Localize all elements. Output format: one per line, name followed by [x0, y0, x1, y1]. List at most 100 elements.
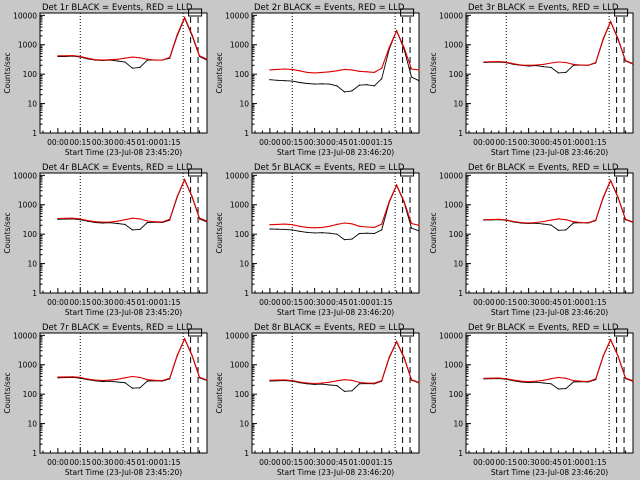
series-lld-point [343, 222, 346, 224]
series-lld-point [154, 379, 156, 381]
y-tick-label: 1 [244, 129, 249, 138]
series-events-point [102, 380, 104, 383]
series-lld-point [388, 46, 390, 49]
y-tick-label: 100 [23, 390, 38, 399]
series-lld-point [396, 184, 398, 186]
series-events-point [358, 84, 360, 86]
series-lld-point [299, 70, 301, 72]
series-events-point [321, 232, 323, 234]
series-lld-point [269, 69, 271, 71]
series-lld-point [542, 220, 545, 223]
x-axis-label: Start Time (23-Jul-08 23:45:20) [65, 308, 182, 317]
series-events-point [131, 67, 134, 69]
x-tick-label: 00:15 [69, 458, 91, 467]
series-lld-point [206, 379, 208, 381]
plot-area [39, 332, 208, 454]
y-tick-label: 10 [27, 420, 37, 429]
x-tick-label: 01:00 [349, 458, 371, 467]
series-events-point [328, 83, 331, 85]
series-lld-point [102, 59, 104, 61]
series-lld-point [580, 221, 582, 224]
series-events-point [109, 380, 111, 382]
series-lld-point [124, 377, 126, 379]
series-lld-point [72, 376, 74, 378]
series-lld-point [381, 67, 383, 69]
series-lld-point [410, 222, 413, 225]
series-events-point [116, 381, 119, 383]
series-lld-point [505, 61, 507, 63]
series-lld-point [381, 223, 383, 225]
series-lld-point [57, 55, 59, 57]
series-events-point [381, 78, 383, 80]
series-lld-point [403, 356, 405, 358]
series-lld-point [373, 71, 375, 73]
plot-area [39, 12, 208, 134]
x-tick-label: 00:00 [47, 458, 69, 467]
y-axis-label: Counts/sec [215, 372, 224, 413]
x-tick-label: 00:30 [304, 138, 326, 147]
x-tick-label: 00:30 [518, 458, 540, 467]
plot-area [465, 332, 634, 454]
series-lld-point [632, 221, 634, 223]
x-tick-label: 01:15 [371, 138, 393, 147]
series-lld-point [328, 71, 331, 73]
x-tick-label: 00:30 [92, 458, 114, 467]
series-lld-point [109, 59, 111, 61]
series-events-point [284, 228, 286, 231]
chart-panel-5: Det 5r BLACK = Events, RED = LLD 1 10 100 10… [215, 163, 420, 317]
y-tick-label: 1000 [444, 201, 463, 210]
series-lld-point [343, 68, 346, 71]
series-lld-point [276, 379, 278, 381]
x-tick-label: 01:15 [585, 138, 607, 147]
series-events-point [336, 85, 338, 87]
x-axis-label: Start Time (23-Jul-08 23:46:20) [277, 148, 394, 157]
series-lld-point [535, 380, 537, 382]
series-lld-point [64, 376, 66, 378]
series-lld-point [198, 217, 201, 219]
series-lld-point [57, 376, 59, 378]
series-lld-point [557, 61, 560, 63]
series-lld-point [154, 59, 156, 61]
series-lld-point [617, 355, 619, 357]
y-axis-label: Counts/sec [215, 52, 224, 93]
x-tick-label: 01:15 [371, 458, 393, 467]
top-box-marker [614, 168, 629, 177]
series-events-point [328, 232, 331, 234]
series-events-point [418, 230, 420, 232]
series-lld-point [276, 223, 278, 225]
chart-panel-6: Det 6r BLACK = Events, RED = LLD 1 10 100 10… [429, 163, 634, 317]
series-lld-point [490, 61, 492, 63]
chart-title: Det 4r BLACK = Events, RED = LLD [42, 163, 193, 173]
y-tick-label: 10 [27, 260, 37, 269]
y-tick-label: 10 [453, 420, 463, 429]
x-tick-label: 00:00 [47, 298, 69, 307]
y-axis-label: Counts/sec [3, 52, 12, 93]
x-tick-label: 01:00 [137, 298, 159, 307]
y-tick-label: 1000 [230, 41, 249, 50]
series-events-point [284, 80, 286, 82]
x-axis-label: Start Time (23-Jul-08 23:46:20) [277, 468, 394, 477]
series-lld-point [72, 217, 74, 219]
series-lld-point [314, 382, 316, 385]
series-lld-point [595, 61, 597, 64]
x-tick-label: 00:45 [114, 458, 136, 467]
series-events-point [116, 222, 119, 225]
y-tick-label: 1000 [18, 41, 37, 50]
series-events-point [550, 383, 552, 385]
series-lld-point [131, 375, 134, 378]
x-axis-label: Start Time (23-Jul-08 23:45:20) [65, 468, 182, 477]
series-lld-point [557, 218, 560, 220]
series-events-point [124, 382, 126, 384]
chart-panel-2: Det 2r BLACK = Events, RED = LLD 1 10 100 10… [215, 3, 420, 157]
y-tick-label: 1 [32, 129, 37, 138]
series-lld-point [87, 219, 89, 222]
x-tick-label: 00:45 [540, 458, 562, 467]
y-tick-label: 100 [23, 230, 38, 239]
y-tick-label: 10 [239, 260, 249, 269]
series-events-point [542, 66, 545, 68]
series-lld-point [169, 56, 171, 59]
y-tick-label: 1 [458, 289, 463, 298]
top-box-marker [400, 8, 415, 17]
series-lld-point [520, 221, 522, 224]
series-events-point [343, 91, 346, 93]
